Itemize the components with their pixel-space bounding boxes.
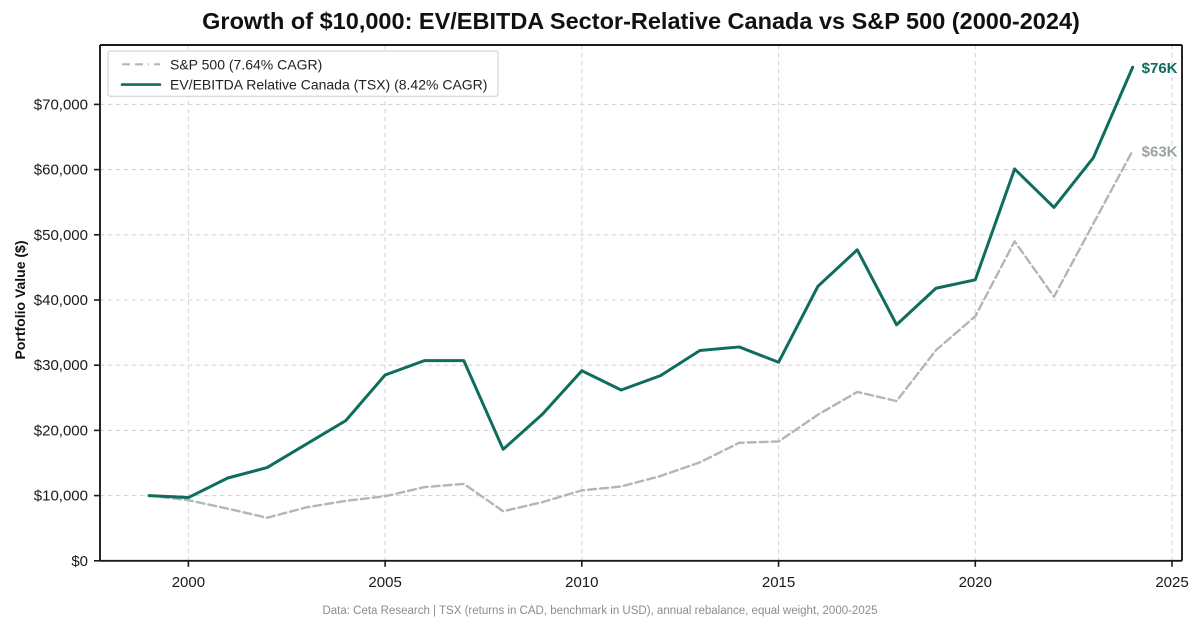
svg-text:2020: 2020: [959, 574, 992, 591]
svg-text:2015: 2015: [762, 574, 795, 591]
svg-text:$70,000: $70,000: [34, 96, 88, 113]
svg-text:$76K: $76K: [1142, 60, 1178, 77]
svg-text:2000: 2000: [172, 574, 205, 591]
svg-text:2025: 2025: [1155, 574, 1188, 591]
svg-text:$60,000: $60,000: [34, 162, 88, 179]
svg-text:$20,000: $20,000: [34, 422, 88, 439]
svg-text:$40,000: $40,000: [34, 292, 88, 309]
svg-text:$63K: $63K: [1142, 144, 1178, 161]
svg-text:EV/EBITDA Relative Canada (TSX: EV/EBITDA Relative Canada (TSX) (8.42% C…: [170, 77, 487, 93]
svg-text:S&P 500 (7.64% CAGR): S&P 500 (7.64% CAGR): [170, 56, 322, 72]
svg-text:$10,000: $10,000: [34, 488, 88, 505]
svg-text:$0: $0: [71, 553, 88, 570]
svg-text:$30,000: $30,000: [34, 357, 88, 374]
svg-text:$50,000: $50,000: [34, 227, 88, 244]
svg-text:2005: 2005: [368, 574, 401, 591]
svg-text:2010: 2010: [565, 574, 598, 591]
